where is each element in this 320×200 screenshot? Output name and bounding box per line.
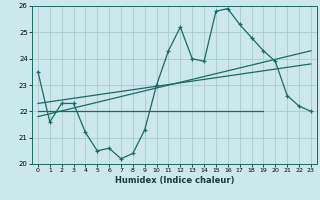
X-axis label: Humidex (Indice chaleur): Humidex (Indice chaleur) bbox=[115, 176, 234, 185]
